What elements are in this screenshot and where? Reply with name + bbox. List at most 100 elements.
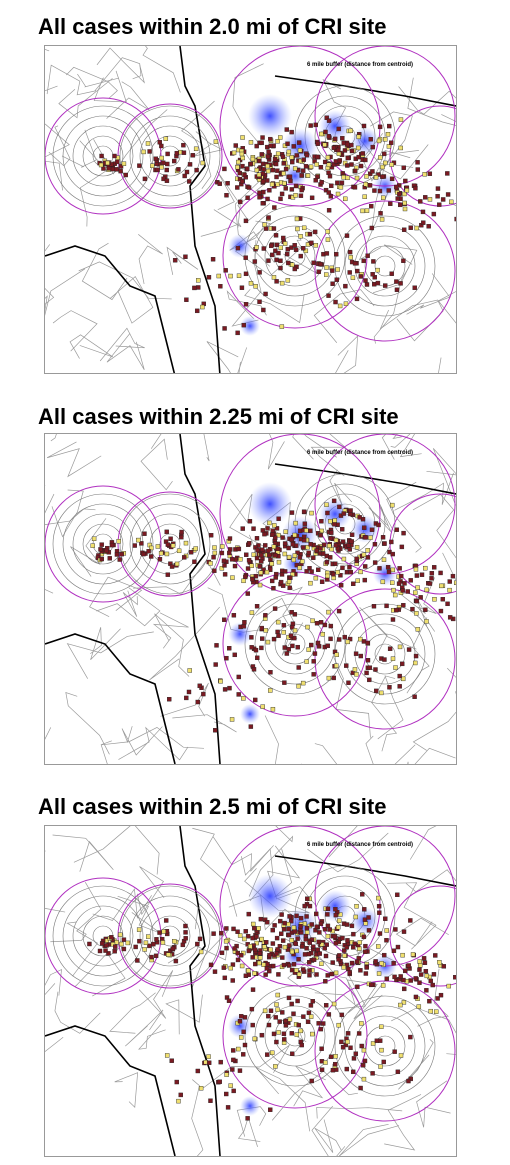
case-point-red bbox=[197, 683, 202, 689]
case-point-red bbox=[259, 625, 264, 631]
case-point-yellow bbox=[362, 194, 367, 199]
case-point-yellow bbox=[270, 1050, 275, 1055]
road bbox=[238, 361, 241, 373]
case-point-yellow bbox=[290, 262, 295, 268]
case-point-red bbox=[179, 529, 184, 535]
case-point-red bbox=[346, 680, 351, 685]
distance-ring bbox=[149, 135, 191, 177]
case-point-red bbox=[414, 573, 420, 578]
case-point-red bbox=[253, 573, 259, 579]
case-point-yellow bbox=[251, 552, 256, 557]
case-point-yellow bbox=[247, 944, 253, 949]
case-point-red bbox=[260, 201, 266, 206]
case-point-red bbox=[240, 526, 245, 531]
case-point-red bbox=[208, 533, 214, 538]
road bbox=[373, 244, 418, 294]
case-point-yellow bbox=[357, 946, 362, 951]
case-point-red bbox=[261, 246, 267, 251]
case-point-red bbox=[408, 978, 413, 983]
case-point-yellow bbox=[166, 952, 171, 957]
case-point-yellow bbox=[249, 563, 254, 568]
case-point-yellow bbox=[384, 928, 389, 933]
case-point-red bbox=[241, 1029, 246, 1035]
case-point-yellow bbox=[213, 139, 219, 144]
case-point-red bbox=[309, 195, 315, 201]
distance-ring bbox=[129, 115, 211, 197]
case-point-red bbox=[429, 571, 435, 576]
case-point-red bbox=[324, 942, 329, 947]
case-point-yellow bbox=[261, 962, 266, 967]
case-point-red bbox=[270, 167, 275, 173]
case-point-yellow bbox=[159, 164, 164, 170]
case-point-red bbox=[413, 994, 419, 1000]
case-point-red bbox=[400, 588, 405, 593]
case-point-red bbox=[333, 912, 338, 918]
case-point-red bbox=[192, 285, 197, 291]
case-point-yellow bbox=[212, 545, 217, 550]
road bbox=[92, 888, 152, 921]
case-point-red bbox=[257, 270, 262, 275]
panel-title: All cases within 2.5 mi of CRI site bbox=[38, 794, 387, 819]
case-point-yellow bbox=[392, 592, 398, 598]
road bbox=[65, 66, 118, 99]
case-point-yellow bbox=[239, 151, 245, 157]
case-point-yellow bbox=[390, 567, 396, 573]
case-point-yellow bbox=[400, 676, 406, 682]
case-point-red bbox=[364, 282, 370, 287]
case-point-red bbox=[243, 218, 249, 224]
case-point-yellow bbox=[319, 131, 324, 137]
case-point-red bbox=[287, 585, 292, 591]
case-point-yellow bbox=[358, 569, 363, 575]
case-point-yellow bbox=[393, 665, 398, 670]
case-point-yellow bbox=[381, 195, 386, 200]
case-point-red bbox=[242, 1015, 248, 1020]
case-point-red bbox=[194, 308, 200, 314]
distance-ring bbox=[159, 925, 181, 947]
case-point-red bbox=[231, 1088, 236, 1094]
case-point-red bbox=[301, 538, 307, 543]
case-point-red bbox=[348, 569, 353, 575]
case-point-red bbox=[322, 946, 327, 951]
case-point-yellow bbox=[380, 164, 385, 170]
case-point-red bbox=[401, 929, 407, 934]
density-glow bbox=[248, 94, 292, 138]
case-point-yellow bbox=[289, 938, 294, 943]
case-point-red bbox=[351, 931, 356, 937]
case-point-yellow bbox=[326, 609, 331, 615]
road bbox=[154, 613, 190, 677]
case-point-red bbox=[224, 926, 229, 931]
case-point-red bbox=[438, 608, 444, 614]
case-point-yellow bbox=[292, 553, 298, 558]
case-point-red bbox=[320, 551, 326, 556]
map-note: 6 mile buffer (distance from centroid) bbox=[307, 842, 413, 848]
case-point-red bbox=[275, 629, 280, 635]
case-point-red bbox=[289, 967, 295, 973]
road bbox=[335, 335, 359, 373]
case-point-red bbox=[360, 892, 365, 897]
case-point-red bbox=[237, 1019, 243, 1024]
case-point-red bbox=[355, 268, 360, 274]
case-point-red bbox=[353, 168, 358, 174]
case-point-red bbox=[206, 275, 212, 280]
case-point-yellow bbox=[176, 1098, 181, 1104]
case-point-red bbox=[362, 1058, 368, 1064]
case-point-red bbox=[267, 188, 272, 193]
case-point-red bbox=[356, 154, 361, 160]
case-point-yellow bbox=[417, 959, 422, 964]
road bbox=[101, 726, 205, 749]
case-point-red bbox=[213, 662, 218, 667]
case-point-red bbox=[242, 620, 247, 625]
case-point-red bbox=[406, 647, 412, 652]
road bbox=[65, 692, 110, 755]
road bbox=[46, 441, 102, 478]
case-point-yellow bbox=[383, 137, 388, 142]
road bbox=[45, 485, 46, 486]
case-point-red bbox=[274, 951, 279, 956]
case-point-yellow bbox=[254, 245, 259, 250]
case-point-red bbox=[247, 541, 252, 546]
case-point-yellow bbox=[320, 632, 325, 637]
road bbox=[407, 747, 456, 764]
road bbox=[384, 1094, 422, 1151]
case-point-red bbox=[121, 946, 127, 952]
case-point-red bbox=[395, 196, 400, 201]
